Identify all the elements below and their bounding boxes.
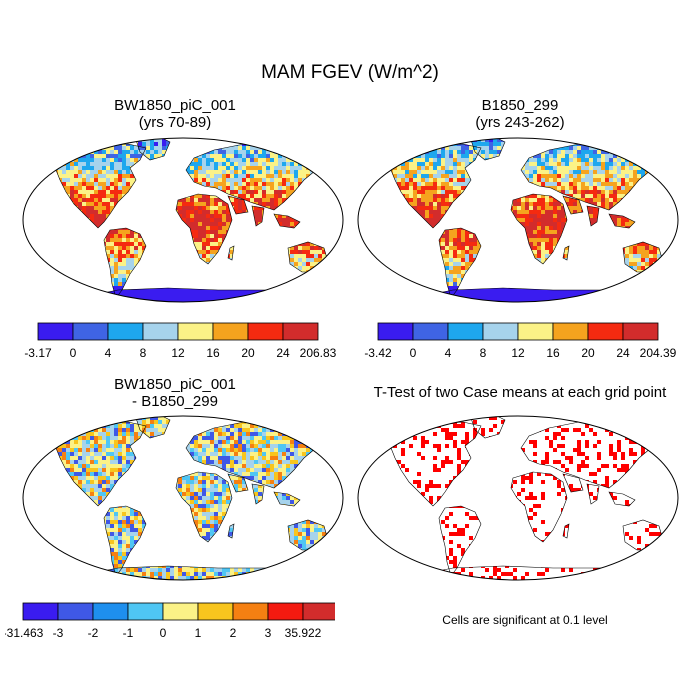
cb2-label-8: 204.39 <box>640 346 677 360</box>
cb2-label-6: 20 <box>581 346 595 360</box>
panel-3-title: BW1850_piC_001 - B1850_299 <box>40 376 310 410</box>
cb1-label-2: 4 <box>105 346 112 360</box>
cb2-swatch-0 <box>377 322 414 341</box>
figure-title: MAM FGEV (W/m^2) <box>261 62 439 83</box>
cb2-label-0: -3.42 <box>364 346 392 360</box>
cb2-swatch-4 <box>517 322 554 341</box>
cb3-label-2: -2 <box>88 626 99 640</box>
panel-3-grid-cells <box>56 416 328 580</box>
cb1-swatch-3 <box>142 322 179 341</box>
cb3-swatch-0 <box>22 602 59 621</box>
cb3-swatch-2 <box>92 602 129 621</box>
cb1-label-8: 206.83 <box>300 346 337 360</box>
colorbar-2: -3.42 0 4 8 12 16 20 24 204.39 <box>364 322 677 360</box>
cb1-label-3: 8 <box>140 346 147 360</box>
panel-3-title-line2: - B1850_299 <box>132 393 218 410</box>
panel-2-title-line2: (yrs 243-262) <box>475 114 565 131</box>
cb3-label-7: 3 <box>265 626 272 640</box>
cb1-swatch-0 <box>37 322 74 341</box>
panel-1-title-line1: BW1850_piC_001 <box>114 97 236 114</box>
panel-2-title-line1: B1850_299 <box>481 97 559 114</box>
map-panel-1 <box>22 137 344 303</box>
cb2-swatch-1 <box>412 322 449 341</box>
cb3-swatch-1 <box>57 602 94 621</box>
cb1-swatch-1 <box>72 322 109 341</box>
cb3-label-5: 1 <box>195 626 202 640</box>
cb1-label-5: 16 <box>206 346 220 360</box>
panel-3-title-line1: BW1850_piC_001 <box>114 376 236 393</box>
panel-4-title: T-Test of two Case means at each grid po… <box>355 384 685 401</box>
map-panel-3 <box>22 415 344 581</box>
cb2-label-3: 8 <box>480 346 487 360</box>
panel-4-arabia-land <box>563 474 583 492</box>
panel-4-southAmerica-land <box>439 506 481 576</box>
panel-1-title: BW1850_piC_001 (yrs 70-89) <box>40 97 310 131</box>
panel-2-grid-cells <box>391 138 663 302</box>
cb1-label-6: 20 <box>241 346 255 360</box>
cb2-swatch-3 <box>482 322 519 341</box>
cb1-swatch-2 <box>107 322 144 341</box>
cb1-swatch-5 <box>212 322 249 341</box>
cb2-label-1: 0 <box>410 346 417 360</box>
cb3-swatch-4 <box>162 602 199 621</box>
colorbar-3: -31.463 -3 -2 -1 0 1 2 3 35.922 <box>5 602 335 640</box>
panel-4-antarctica-land <box>393 566 653 580</box>
map-panel-4 <box>357 415 679 581</box>
panel-2-title: B1850_299 (yrs 243-262) <box>385 97 655 131</box>
cb2-swatch-5 <box>552 322 589 341</box>
cb1-swatch-7 <box>282 322 319 341</box>
cb2-label-4: 12 <box>511 346 525 360</box>
cb3-label-1: -3 <box>53 626 64 640</box>
cb3-label-0: -31.463 <box>5 626 44 640</box>
cb3-swatch-6 <box>232 602 269 621</box>
panel-1-grid-cells <box>56 138 328 302</box>
panel-4-title-line1: T-Test of two Case means at each grid po… <box>373 384 667 401</box>
cb2-swatch-2 <box>447 322 484 341</box>
cb2-label-7: 24 <box>616 346 630 360</box>
cb1-label-1: 0 <box>70 346 77 360</box>
cb1-swatch-6 <box>247 322 284 341</box>
cb1-label-0: -3.17 <box>24 346 52 360</box>
cb3-label-4: 0 <box>160 626 167 640</box>
cb3-swatch-8 <box>302 602 335 621</box>
cb3-label-8: 35.922 <box>285 626 322 640</box>
cb2-label-5: 16 <box>546 346 560 360</box>
cb2-swatch-7 <box>622 322 659 341</box>
cb1-swatch-4 <box>177 322 214 341</box>
cb3-label-6: 2 <box>230 626 237 640</box>
cb3-swatch-5 <box>197 602 234 621</box>
cb1-label-4: 12 <box>171 346 185 360</box>
map-panel-2 <box>357 137 679 303</box>
cb2-swatch-6 <box>587 322 624 341</box>
cb3-label-3: -1 <box>123 626 134 640</box>
cb3-swatch-3 <box>127 602 164 621</box>
significance-note: Cells are significant at 0.1 level <box>442 613 608 627</box>
colorbar-1: -3.17 0 4 8 12 16 20 24 206.83 <box>24 322 337 360</box>
cb3-swatch-7 <box>267 602 304 621</box>
cb2-label-2: 4 <box>445 346 452 360</box>
cb1-label-7: 24 <box>276 346 290 360</box>
panel-1-title-line2: (yrs 70-89) <box>138 114 212 131</box>
